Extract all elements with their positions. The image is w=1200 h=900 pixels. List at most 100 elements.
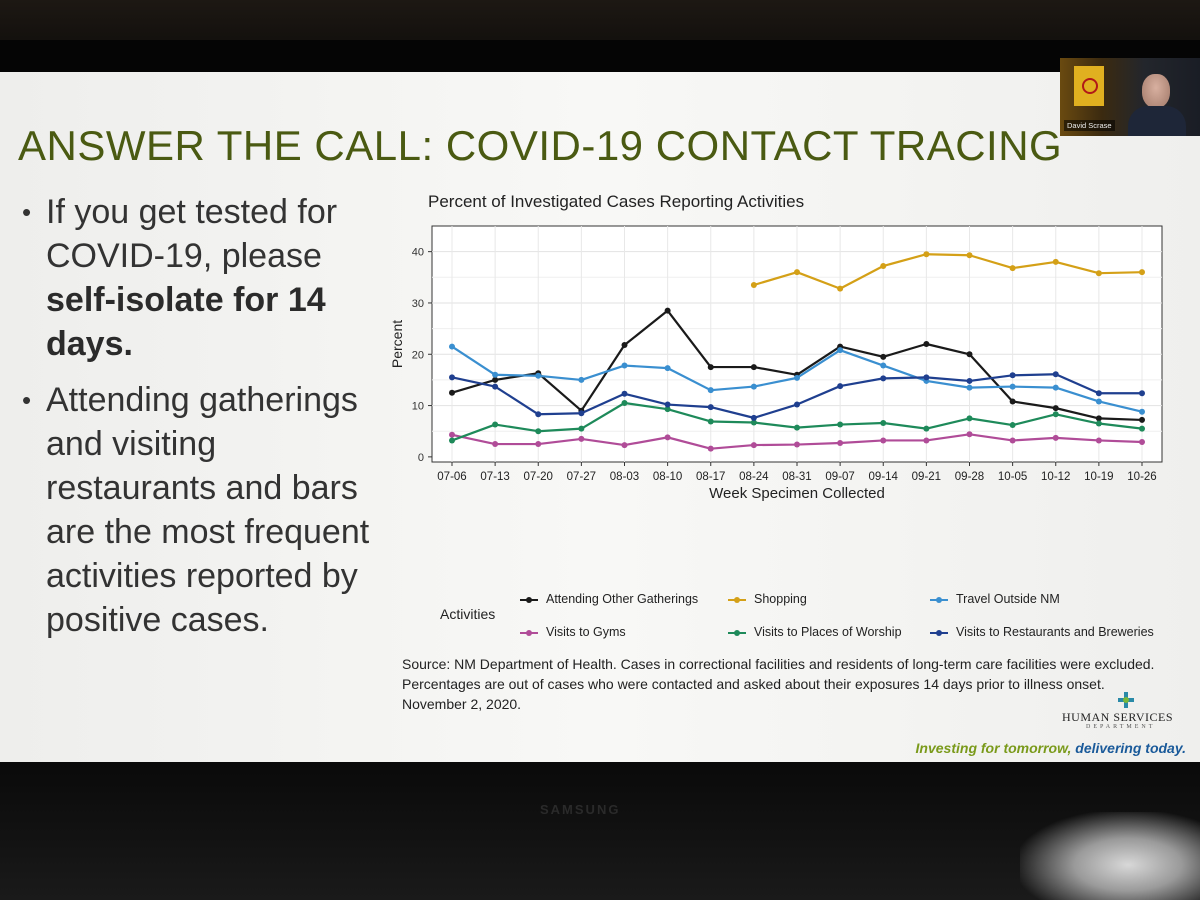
x-tick-label: 09-14 (869, 471, 899, 483)
human-services-logo: HUMAN SERVICES DEPARTMENT (1062, 692, 1186, 732)
presenter-face (1142, 74, 1170, 108)
legend-label: Visits to Places of Worship (754, 625, 902, 639)
video-name-label: David Scrase (1064, 120, 1115, 131)
legend-item: Visits to Restaurants and Breweries (930, 625, 1154, 639)
data-point-attending-other-gatherings (1095, 415, 1102, 422)
y-axis-label: Percent (389, 320, 405, 368)
data-point-visits-to-places-of-worship (707, 418, 714, 425)
y-tick-label: 30 (412, 298, 424, 310)
data-point-visits-to-restaurants-and-breweries (1095, 390, 1102, 397)
data-point-travel-outside-nm (492, 371, 499, 378)
data-point-visits-to-gyms (880, 437, 887, 444)
data-point-travel-outside-nm (1052, 384, 1059, 391)
legend-title: Activities (440, 606, 496, 622)
data-point-visits-to-places-of-worship (664, 406, 671, 413)
data-point-shopping (880, 263, 887, 270)
data-point-visits-to-gyms (837, 440, 844, 447)
x-tick-label: 07-06 (437, 471, 466, 483)
logo-text: HUMAN SERVICES (1062, 710, 1174, 724)
data-point-attending-other-gatherings (966, 351, 973, 358)
data-point-visits-to-places-of-worship (923, 425, 930, 432)
data-point-visits-to-gyms (707, 445, 714, 452)
data-point-travel-outside-nm (837, 347, 844, 354)
tv-bezel-bottom (0, 762, 1200, 900)
data-point-travel-outside-nm (664, 365, 671, 372)
bullet-dot-icon: • (22, 197, 32, 227)
data-point-attending-other-gatherings (750, 364, 757, 371)
x-tick-label: 08-10 (653, 471, 682, 483)
legend-item: Travel Outside NM (930, 592, 1060, 606)
data-point-attending-other-gatherings (621, 342, 628, 349)
data-point-visits-to-restaurants-and-breweries (750, 414, 757, 421)
legend-label: Attending Other Gatherings (546, 592, 699, 606)
data-point-visits-to-gyms (1052, 434, 1059, 441)
legend-label: Shopping (754, 592, 807, 606)
light-glare (1020, 812, 1200, 900)
data-point-visits-to-restaurants-and-breweries (578, 410, 585, 417)
data-point-visits-to-restaurants-and-breweries (621, 390, 628, 397)
data-point-shopping (923, 251, 930, 258)
video-thumbnail[interactable]: David Scrase (1060, 58, 1200, 136)
presenter-suit (1128, 106, 1186, 136)
x-tick-label: 10-12 (1041, 471, 1070, 483)
data-point-visits-to-gyms (923, 437, 930, 444)
data-point-visits-to-restaurants-and-breweries (1139, 390, 1145, 397)
data-point-travel-outside-nm (880, 362, 887, 369)
legend-label: Visits to Restaurants and Breweries (956, 625, 1154, 639)
data-point-shopping (837, 285, 844, 292)
data-point-visits-to-places-of-worship (1139, 425, 1145, 432)
data-point-visits-to-places-of-worship (837, 421, 844, 428)
slide-title: ANSWER THE CALL: COVID-19 CONTACT TRACIN… (18, 122, 1063, 169)
data-point-visits-to-gyms (1009, 437, 1016, 444)
legend-item: Visits to Gyms (520, 625, 626, 639)
data-point-visits-to-restaurants-and-breweries (966, 377, 973, 384)
x-tick-label: 10-05 (998, 471, 1027, 483)
data-point-travel-outside-nm (1139, 408, 1145, 415)
data-point-travel-outside-nm (794, 374, 800, 381)
tv-bezel-top (0, 40, 1200, 72)
legend-swatch-icon (520, 628, 538, 638)
data-point-shopping (1052, 258, 1059, 265)
data-point-visits-to-restaurants-and-breweries (707, 404, 714, 411)
data-point-visits-to-gyms (578, 435, 585, 442)
bullet-text: Attending gatherings and visiting restau… (46, 381, 370, 639)
x-tick-label: 08-31 (782, 471, 811, 483)
y-tick-label: 40 (412, 247, 424, 259)
x-tick-label: 07-27 (567, 471, 596, 483)
data-point-travel-outside-nm (750, 383, 757, 390)
data-point-attending-other-gatherings (923, 341, 930, 347)
data-point-visits-to-places-of-worship (880, 420, 887, 427)
data-point-visits-to-gyms (794, 441, 800, 448)
data-point-shopping (750, 282, 757, 288)
tagline: Investing for tomorrow, delivering today… (916, 740, 1186, 756)
data-point-shopping (1095, 270, 1102, 277)
data-point-visits-to-places-of-worship (578, 425, 585, 432)
data-point-visits-to-gyms (664, 434, 671, 441)
tv-brand-label: SAMSUNG (540, 802, 621, 817)
legend-label: Visits to Gyms (546, 625, 626, 639)
legend-swatch-icon (930, 628, 948, 638)
legend-swatch-icon (728, 628, 746, 638)
data-point-visits-to-gyms (535, 441, 542, 448)
x-tick-label: 10-19 (1084, 471, 1113, 483)
data-point-travel-outside-nm (449, 343, 455, 350)
data-point-visits-to-places-of-worship (535, 428, 542, 435)
x-tick-label: 08-17 (696, 471, 725, 483)
data-point-visits-to-restaurants-and-breweries (449, 374, 455, 381)
data-point-travel-outside-nm (535, 372, 542, 379)
x-tick-label: 09-28 (955, 471, 984, 483)
data-point-visits-to-places-of-worship (449, 437, 455, 444)
tagline-part-2: delivering today. (1075, 740, 1186, 756)
data-point-visits-to-gyms (750, 442, 757, 449)
data-point-visits-to-restaurants-and-breweries (837, 383, 844, 390)
y-tick-label: 20 (412, 349, 424, 361)
x-tick-label: 09-21 (912, 471, 941, 483)
bullet-text: If you get tested for COVID-19, please (46, 193, 338, 275)
data-point-visits-to-gyms (1095, 437, 1102, 444)
data-point-visits-to-gyms (449, 431, 455, 438)
x-tick-label: 07-13 (480, 471, 509, 483)
data-point-visits-to-restaurants-and-breweries (1052, 371, 1059, 378)
data-point-visits-to-restaurants-and-breweries (1009, 372, 1016, 379)
bullet-list: • If you get tested for COVID-19, please… (22, 190, 382, 642)
x-tick-label: 10-26 (1127, 471, 1156, 483)
